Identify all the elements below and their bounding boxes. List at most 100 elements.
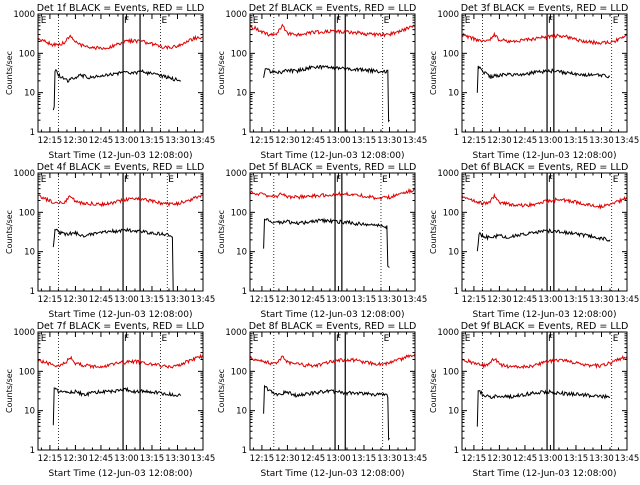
marker-label: F: [548, 175, 553, 185]
x-tick-label: 13:15: [564, 136, 589, 146]
y-tick-label: 10: [236, 248, 247, 258]
data-layer: [462, 173, 627, 291]
panel-title: Det 9f BLACK = Events, RED = LLD: [461, 321, 629, 332]
plot-frame: [249, 331, 416, 451]
x-tick-label: 13:30: [589, 454, 614, 464]
x-tick-label: 13:00: [326, 295, 351, 305]
x-tick-label: 12:30: [487, 454, 512, 464]
x-tick-label: 13:30: [165, 136, 190, 146]
plot-frame: [249, 172, 416, 292]
y-tick-label: 1000: [225, 328, 247, 338]
detector-panel: Det 6f BLACK = Events, RED = LLD Counts/s…: [429, 162, 639, 320]
marker-label: E: [253, 334, 259, 344]
marker-label: E: [253, 16, 259, 26]
events-series-line: [52, 227, 175, 291]
y-tick-label: 1000: [437, 10, 459, 20]
y-tick-label: 100: [231, 367, 247, 377]
marker-label: E: [253, 175, 259, 185]
x-tick-label: 12:30: [63, 454, 88, 464]
y-tick-label: 1000: [13, 328, 35, 338]
marker-label: E: [465, 334, 471, 344]
x-tick-label: 13:30: [589, 295, 614, 305]
x-tick-label: 13:15: [564, 454, 589, 464]
y-tick-label: 1000: [225, 10, 247, 20]
x-tick-label: 12:45: [89, 454, 114, 464]
x-tick-label: 13:45: [191, 295, 216, 305]
y-axis-label: Counts/sec: [5, 210, 14, 254]
x-tick-label: 12:15: [38, 136, 63, 146]
data-layer: [250, 14, 415, 132]
y-tick-label: 10: [24, 407, 35, 417]
y-tick-label: 100: [19, 367, 35, 377]
y-tick-label: 10: [24, 89, 35, 99]
panel-title: Det 2f BLACK = Events, RED = LLD: [249, 3, 417, 14]
x-tick-label: 13:00: [114, 295, 139, 305]
x-axis-label: Start Time (12-Jun-03 12:08:00): [261, 310, 405, 320]
x-tick-label: 12:30: [487, 136, 512, 146]
marker-label: E: [161, 334, 167, 344]
marker-label: F: [336, 175, 341, 185]
x-tick-label: 13:15: [140, 136, 165, 146]
x-tick-label: 13:45: [615, 295, 640, 305]
x-tick-label: 13:00: [114, 136, 139, 146]
x-tick-label: 13:15: [564, 295, 589, 305]
x-tick-label: 12:15: [38, 454, 63, 464]
detector-panel: Det 1f BLACK = Events, RED = LLD Counts/s…: [5, 3, 215, 161]
x-tick-label: 13:45: [615, 454, 640, 464]
x-tick-label: 12:45: [301, 136, 326, 146]
x-tick-label: 13:45: [191, 454, 216, 464]
plot-frame: [461, 331, 628, 451]
x-tick-label: 12:30: [487, 295, 512, 305]
lld-series-line: [462, 354, 627, 370]
panel-title: Det 4f BLACK = Events, RED = LLD: [37, 162, 205, 173]
x-tick-label: 12:30: [275, 454, 300, 464]
x-tick-label: 13:15: [352, 136, 377, 146]
x-tick-label: 13:15: [352, 454, 377, 464]
y-tick-label: 1: [30, 287, 35, 297]
panel-title: Det 6f BLACK = Events, RED = LLD: [461, 162, 629, 173]
marker-label: F: [336, 16, 341, 26]
panel-title: Det 5f BLACK = Events, RED = LLD: [249, 162, 417, 173]
x-tick-label: 12:15: [250, 454, 275, 464]
lld-series-line: [38, 34, 203, 51]
y-tick-label: 1: [454, 287, 459, 297]
x-tick-label: 13:30: [589, 136, 614, 146]
x-tick-label: 12:45: [513, 295, 538, 305]
data-layer: [250, 332, 415, 450]
x-tick-label: 13:15: [140, 454, 165, 464]
lld-series-line: [38, 194, 203, 208]
marker-label: E: [41, 175, 47, 185]
detector-panel: Det 8f BLACK = Events, RED = LLD Counts/s…: [217, 321, 427, 479]
x-tick-label: 12:15: [462, 136, 487, 146]
x-tick-label: 12:15: [462, 295, 487, 305]
x-tick-label: 12:15: [462, 454, 487, 464]
plot-frame: [249, 13, 416, 133]
y-axis-label: Counts/sec: [429, 210, 438, 254]
panel-title: Det 1f BLACK = Events, RED = LLD: [37, 3, 205, 14]
x-tick-label: 12:45: [301, 295, 326, 305]
y-tick-label: 10: [448, 89, 459, 99]
x-tick-label: 13:00: [326, 454, 351, 464]
data-layer: [38, 14, 203, 132]
y-axis-label: Counts/sec: [5, 369, 14, 413]
x-tick-label: 12:45: [513, 454, 538, 464]
y-tick-label: 1: [242, 128, 247, 138]
marker-label: E: [384, 16, 390, 26]
data-layer: [38, 173, 203, 291]
y-tick-label: 1: [242, 287, 247, 297]
detector-panel: Det 3f BLACK = Events, RED = LLD Counts/s…: [429, 3, 639, 161]
y-tick-label: 1000: [225, 169, 247, 179]
x-tick-label: 13:30: [165, 454, 190, 464]
events-series-line: [52, 68, 182, 111]
x-axis-label: Start Time (12-Jun-03 12:08:00): [49, 151, 193, 161]
y-tick-label: 10: [236, 89, 247, 99]
x-axis-label: Start Time (12-Jun-03 12:08:00): [473, 310, 617, 320]
y-tick-label: 10: [448, 248, 459, 258]
detector-panel: Det 9f BLACK = Events, RED = LLD Counts/s…: [429, 321, 639, 479]
x-tick-label: 13:30: [377, 295, 402, 305]
x-tick-label: 12:30: [275, 136, 300, 146]
plot-frame: [461, 13, 628, 133]
marker-label: E: [613, 334, 619, 344]
lld-series-line: [250, 353, 415, 369]
